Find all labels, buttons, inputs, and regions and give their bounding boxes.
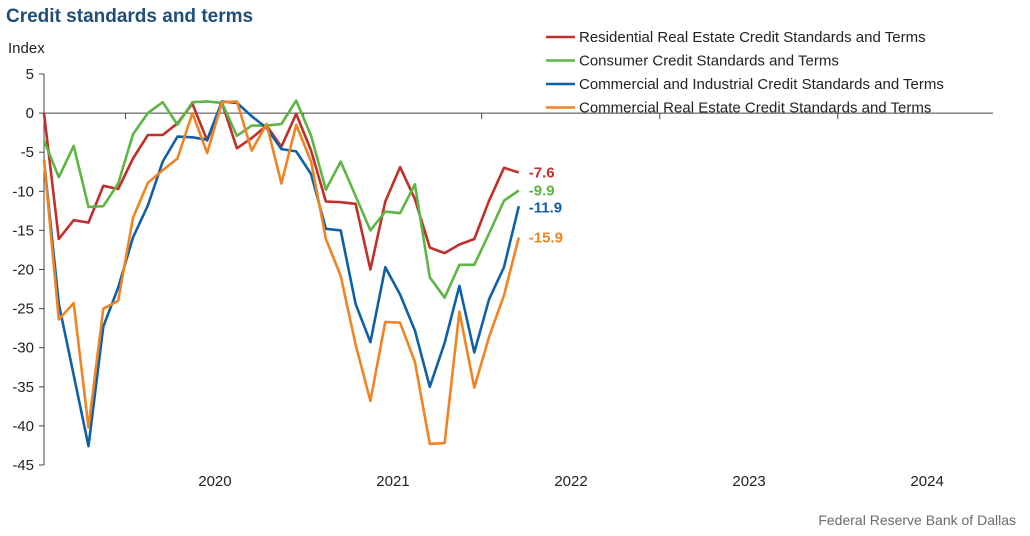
- legend-entry: Commercial Real Estate Credit Standards …: [579, 100, 931, 117]
- legend: Residential Real Estate Credit Standards…: [546, 29, 944, 117]
- y-axis-title: Index: [8, 40, 45, 57]
- series-lines: [42, 99, 521, 448]
- y-tick-label: -20: [12, 262, 34, 279]
- series-line: [42, 100, 521, 446]
- y-tick-label: -35: [12, 379, 34, 396]
- x-tick-label: 2022: [554, 473, 587, 490]
- y-tick-label: 5: [26, 66, 34, 83]
- y-tick-label: 0: [26, 105, 34, 122]
- y-tick-label: -5: [21, 144, 34, 161]
- end-value-label: -11.9: [529, 200, 562, 217]
- y-tick-label: -25: [12, 301, 34, 318]
- series-line: [42, 101, 520, 271]
- y-tick-label: -15: [12, 222, 34, 239]
- legend-entry: Residential Real Estate Credit Standards…: [579, 29, 926, 46]
- end-labels: -7.6-9.9-11.9 -15.9: [529, 165, 563, 247]
- y-tick-label: -40: [12, 418, 34, 435]
- end-value-label: -15.9: [529, 229, 563, 246]
- x-tick-label: 2024: [910, 473, 943, 490]
- series-line: [42, 99, 520, 300]
- series-line: [42, 100, 521, 448]
- end-value-label: -9.9: [529, 183, 555, 200]
- chart-title: Credit standards and terms: [6, 6, 254, 27]
- x-axis: 2020 2021 2022 2023 2024: [44, 112, 993, 490]
- y-tick-label: -45: [12, 457, 34, 474]
- x-tick-label: 2020: [198, 473, 231, 490]
- source-note: Federal Reserve Bank of Dallas: [818, 512, 1016, 528]
- y-tick-label: -30: [12, 340, 34, 357]
- x-tick-label: 2023: [732, 473, 765, 490]
- y-tick-label: -10: [12, 183, 34, 200]
- end-value-label: -7.6: [529, 165, 555, 182]
- legend-entry: Commercial and Industrial Credit Standar…: [579, 76, 944, 93]
- legend-entry: Consumer Credit Standards and Terms: [579, 53, 839, 70]
- x-tick-label: 2021: [376, 473, 409, 490]
- y-axis: 5 0 -5 -10 -15 -20 -25 -30 -35 -40 -45: [12, 66, 45, 474]
